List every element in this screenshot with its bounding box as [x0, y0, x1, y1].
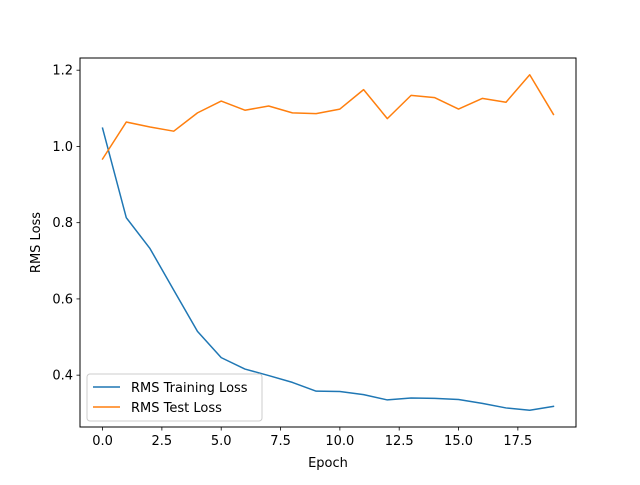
x-tick-label: 15.0	[444, 434, 473, 449]
x-tick-label: 10.0	[325, 434, 354, 449]
y-tick-label: 1.2	[52, 64, 73, 79]
ticks-layer: 0.0 2.5 5.0 7.5 10.0 12.5 15.0 17.5 0.4 0.6 0.8 1.0…	[52, 64, 532, 449]
x-tick-label: 12.5	[385, 434, 414, 449]
legend-label-0: RMS Training Loss	[131, 381, 248, 396]
y-axis-label: RMS Loss	[29, 212, 44, 273]
x-axis-label: Epoch	[308, 456, 348, 471]
x-tick-label: 17.5	[503, 434, 532, 449]
x-tick-label: 2.5	[152, 434, 173, 449]
legend: RMS Training Loss RMS Test Loss	[86, 373, 263, 422]
series-layer	[101, 74, 555, 411]
x-tick-label: 5.0	[211, 434, 232, 449]
series-line-1	[101, 74, 555, 161]
y-tick-label: 0.6	[52, 292, 73, 307]
legend-box	[86, 373, 263, 422]
y-tick-label: 0.4	[52, 369, 73, 384]
legend-label-1: RMS Test Loss	[131, 401, 222, 416]
series-line-0	[101, 127, 555, 411]
plot-area-frame	[79, 57, 577, 428]
y-tick-label: 1.0	[52, 140, 73, 155]
x-tick-label: 0.0	[92, 434, 113, 449]
y-tick-label: 0.8	[52, 216, 73, 231]
x-tick-label: 7.5	[270, 434, 291, 449]
